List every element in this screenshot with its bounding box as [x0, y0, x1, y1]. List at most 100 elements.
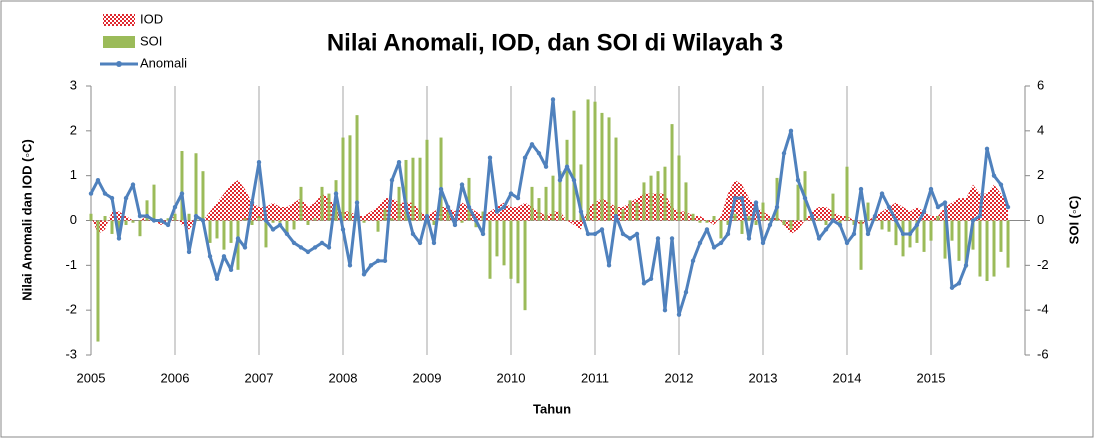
y2-tick-label: 6	[1037, 77, 1044, 92]
soi-bar	[145, 200, 149, 221]
anomali-point	[298, 245, 304, 250]
soi-bar	[306, 220, 310, 225]
soi-bar	[747, 216, 751, 221]
soi-bar	[152, 184, 156, 221]
soi-bar	[460, 220, 464, 223]
soi-bar	[390, 218, 394, 221]
anomali-point	[501, 204, 507, 210]
soi-bar	[642, 182, 646, 221]
soi-bar	[698, 220, 702, 223]
anomali-point	[438, 186, 444, 192]
soi-bar	[761, 202, 765, 221]
soi-bar	[684, 182, 688, 221]
soi-bar	[117, 220, 121, 234]
iod-area	[91, 180, 1009, 234]
anomali-point	[333, 191, 339, 196]
y2-tick-label: -2	[1037, 257, 1049, 272]
anomali-point	[1005, 204, 1011, 210]
anomali-point	[746, 236, 752, 241]
soi-bar	[894, 220, 898, 246]
soi-bar	[978, 220, 982, 277]
anomali-point	[375, 258, 381, 264]
y2-tick-label: -6	[1037, 346, 1049, 361]
soi-bar	[131, 220, 135, 223]
soi-bar	[222, 220, 226, 250]
anomali-point	[627, 236, 633, 241]
y-tick-label: 2	[70, 122, 77, 137]
soi-bar	[607, 117, 611, 221]
anomali-point	[739, 195, 745, 201]
anomali-point	[655, 236, 661, 241]
soi-bar	[516, 220, 520, 284]
anomali-point	[578, 209, 584, 214]
anomali-point	[690, 258, 696, 264]
soi-bar	[663, 166, 667, 221]
y2-tick-label: 2	[1037, 167, 1044, 182]
anomali-point	[88, 191, 94, 196]
anomali-point	[564, 164, 570, 169]
soi-bar	[187, 213, 191, 221]
anomali-point	[963, 263, 969, 268]
legend-label: SOI	[140, 33, 162, 48]
anomali-point	[662, 307, 668, 313]
soi-bar	[243, 218, 247, 221]
legend-label: IOD	[140, 11, 163, 26]
anomali-point	[830, 218, 836, 223]
anomali-point	[809, 213, 815, 219]
anomali-point	[508, 191, 514, 196]
soi-bar	[866, 202, 870, 221]
soi-bar	[621, 209, 625, 221]
anomali-point	[648, 276, 654, 281]
soi-bar	[1006, 220, 1010, 268]
anomali-point	[571, 177, 577, 183]
anomali-point	[907, 231, 913, 237]
soi-bar	[817, 218, 821, 221]
anomali-point	[382, 258, 388, 264]
anomali-point	[424, 213, 430, 219]
x-tick-label: 2007	[245, 370, 274, 385]
soi-bar	[523, 220, 527, 311]
anomali-point	[599, 227, 605, 232]
soi-bar	[215, 220, 219, 239]
anomali-point	[326, 245, 332, 250]
soi-bar	[313, 218, 317, 221]
anomali-point	[732, 195, 738, 201]
soi-bar	[782, 220, 786, 225]
soi-bar	[943, 220, 947, 259]
soi-bar	[502, 220, 506, 266]
anomali-point	[928, 186, 934, 192]
y-axis-label: Nilai Anomali dan IOD (◦C)	[19, 139, 34, 301]
soi-bar	[96, 220, 100, 342]
anomali-point	[641, 281, 647, 286]
soi-bar	[257, 216, 261, 221]
y2-tick-label: 4	[1037, 122, 1044, 137]
y-tick-label: -3	[65, 346, 77, 361]
anomali-point	[858, 186, 864, 192]
anomali-point	[207, 254, 213, 259]
anomali-point	[179, 191, 185, 196]
anomali-point	[109, 195, 115, 201]
soi-bar	[229, 220, 233, 243]
soi-bar	[124, 220, 128, 225]
soi-bar	[194, 153, 198, 221]
anomali-point	[459, 182, 465, 187]
soi-bar	[670, 124, 674, 221]
anomali-point	[319, 240, 325, 246]
soi-bar	[719, 220, 723, 239]
soi-bar	[495, 220, 499, 257]
x-tick-label: 2012	[665, 370, 694, 385]
soi-bar	[901, 220, 905, 257]
anomali-point	[879, 191, 885, 196]
soi-bar	[831, 193, 835, 221]
anomali-point	[844, 240, 850, 246]
anomali-point	[172, 204, 178, 210]
soi-bar	[950, 220, 954, 241]
soi-bar	[348, 135, 352, 221]
soi-bar	[705, 220, 709, 223]
anomali-point	[417, 240, 423, 246]
anomali-point	[795, 177, 801, 183]
y2-tick-label: -4	[1037, 302, 1049, 317]
anomali-point	[536, 151, 542, 156]
soi-bar	[992, 220, 996, 277]
